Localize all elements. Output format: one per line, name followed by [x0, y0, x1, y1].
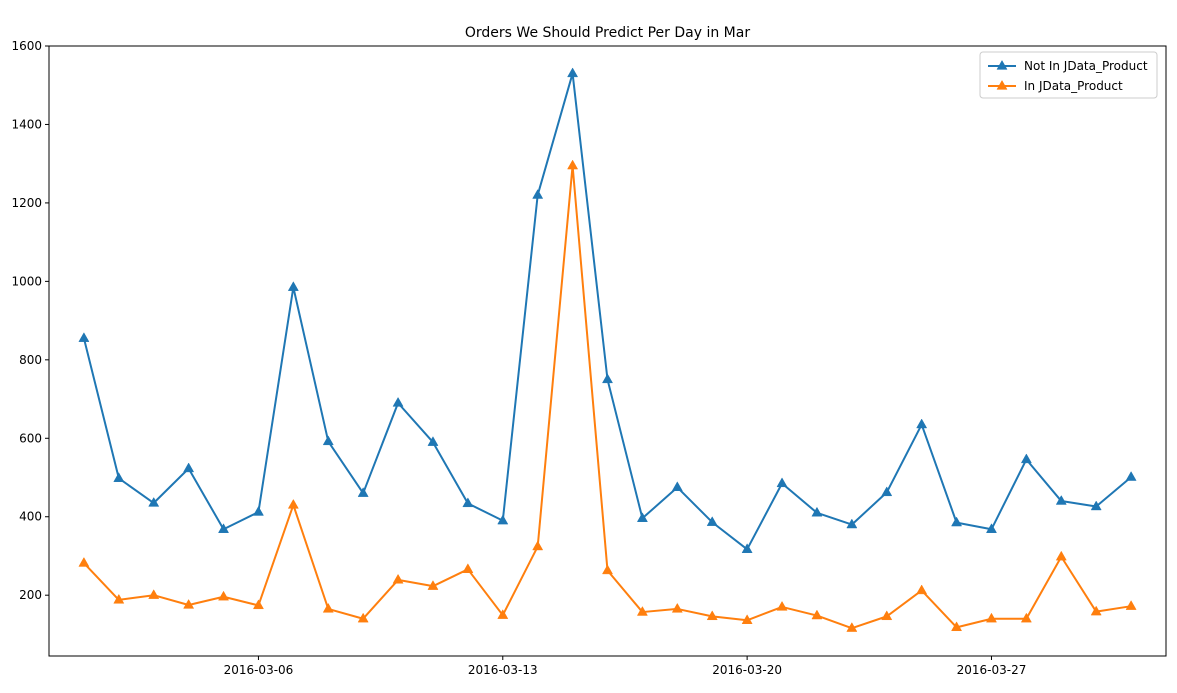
data-point-marker: [497, 514, 509, 525]
data-point-marker: [1090, 605, 1102, 616]
data-point-marker: [881, 610, 893, 621]
data-point-marker: [776, 477, 788, 488]
data-point-marker: [671, 602, 683, 613]
legend-marker: [996, 79, 1008, 90]
data-point-marker: [776, 600, 788, 611]
series-layer: [78, 67, 1137, 632]
y-tick-label: 800: [19, 353, 42, 367]
data-point-marker: [462, 497, 474, 508]
chart-title: Orders We Should Predict Per Day in Mar: [465, 25, 750, 41]
data-point-marker: [113, 472, 125, 482]
data-point-marker: [497, 609, 509, 619]
data-point-marker: [636, 512, 648, 522]
plot-area: [48, 45, 1167, 657]
data-point-marker: [78, 557, 90, 567]
y-tick-label: 1000: [11, 274, 42, 288]
data-point-marker: [287, 498, 299, 509]
legend-marker: [996, 59, 1008, 70]
data-point-marker: [1090, 500, 1102, 511]
data-point-marker: [1125, 471, 1137, 481]
data-point-marker: [1055, 550, 1067, 561]
data-point-marker: [567, 159, 579, 170]
data-point-marker: [183, 598, 195, 609]
data-point-marker: [811, 506, 823, 517]
x-axis: 2016-03-06 2016-03-13 2016-03-20 2016-03-27: [224, 656, 1027, 677]
data-point-marker: [602, 373, 613, 384]
data-point-marker: [427, 436, 439, 446]
y-axis: 200 400 600 800 1000 1200 1400 1600: [11, 39, 49, 602]
data-point-marker: [1055, 495, 1067, 505]
data-point-marker: [78, 332, 90, 342]
data-point-marker: [392, 396, 404, 407]
data-point-marker: [706, 610, 718, 621]
data-point-marker: [881, 486, 893, 497]
y-tick-label: 1400: [11, 117, 42, 131]
data-point-marker: [532, 540, 544, 551]
data-point-marker: [392, 573, 404, 584]
series-1: [78, 67, 1137, 553]
series-2: [78, 159, 1137, 632]
data-point-marker: [706, 516, 718, 526]
data-point-marker: [252, 599, 264, 610]
data-point-marker: [671, 481, 683, 491]
x-tick-label: 2016-03-06: [224, 663, 294, 677]
data-point-marker: [148, 589, 160, 599]
data-point-marker: [951, 621, 963, 632]
legend-box: [979, 51, 1158, 99]
data-point-marker: [1125, 600, 1137, 610]
series-line: [82, 72, 1132, 551]
y-tick-label: 1200: [11, 196, 42, 210]
legend-item: In JData_Product: [988, 79, 1123, 93]
data-point-marker: [427, 580, 439, 590]
data-point-marker: [846, 518, 858, 529]
data-point-marker: [218, 523, 230, 533]
data-point-marker: [602, 564, 613, 575]
data-point-marker: [741, 614, 753, 624]
data-point-marker: [357, 612, 369, 623]
series-line: [83, 164, 1132, 630]
y-tick-label: 200: [19, 588, 42, 602]
plot-frame: [48, 45, 1167, 657]
legend-item: Not In JData_Product: [988, 59, 1148, 73]
data-point-marker: [1020, 612, 1032, 623]
data-point-marker: [567, 67, 579, 78]
data-point-marker: [916, 418, 928, 429]
y-tick-label: 600: [19, 431, 42, 445]
y-tick-label: 400: [19, 510, 42, 524]
data-point-marker: [985, 612, 997, 623]
x-tick-label: 2016-03-27: [957, 663, 1027, 677]
data-point-marker: [252, 506, 264, 516]
data-point-marker: [183, 462, 195, 473]
data-point-marker: [462, 563, 474, 573]
x-tick-label: 2016-03-13: [468, 663, 538, 677]
data-point-marker: [1020, 453, 1032, 464]
legend-label: Not In JData_Product: [1024, 59, 1148, 73]
data-point-marker: [951, 516, 963, 527]
data-point-marker: [846, 622, 858, 632]
legend-label: In JData_Product: [1024, 79, 1123, 93]
y-tick-label: 1600: [11, 39, 42, 53]
data-point-marker: [532, 189, 544, 199]
data-point-marker: [113, 593, 125, 604]
legend: Not In JData_Product In JData_Product: [979, 51, 1158, 99]
data-point-marker: [985, 523, 997, 533]
data-point-marker: [811, 609, 823, 620]
data-point-marker: [287, 281, 299, 291]
data-point-marker: [916, 584, 928, 595]
data-point-marker: [218, 590, 230, 601]
data-point-marker: [322, 602, 334, 613]
data-point-marker: [322, 435, 334, 446]
data-point-marker: [357, 487, 369, 497]
data-point-marker: [636, 606, 648, 616]
x-tick-label: 2016-03-20: [712, 663, 782, 677]
data-point-marker: [148, 497, 160, 507]
data-point-marker: [741, 543, 753, 553]
